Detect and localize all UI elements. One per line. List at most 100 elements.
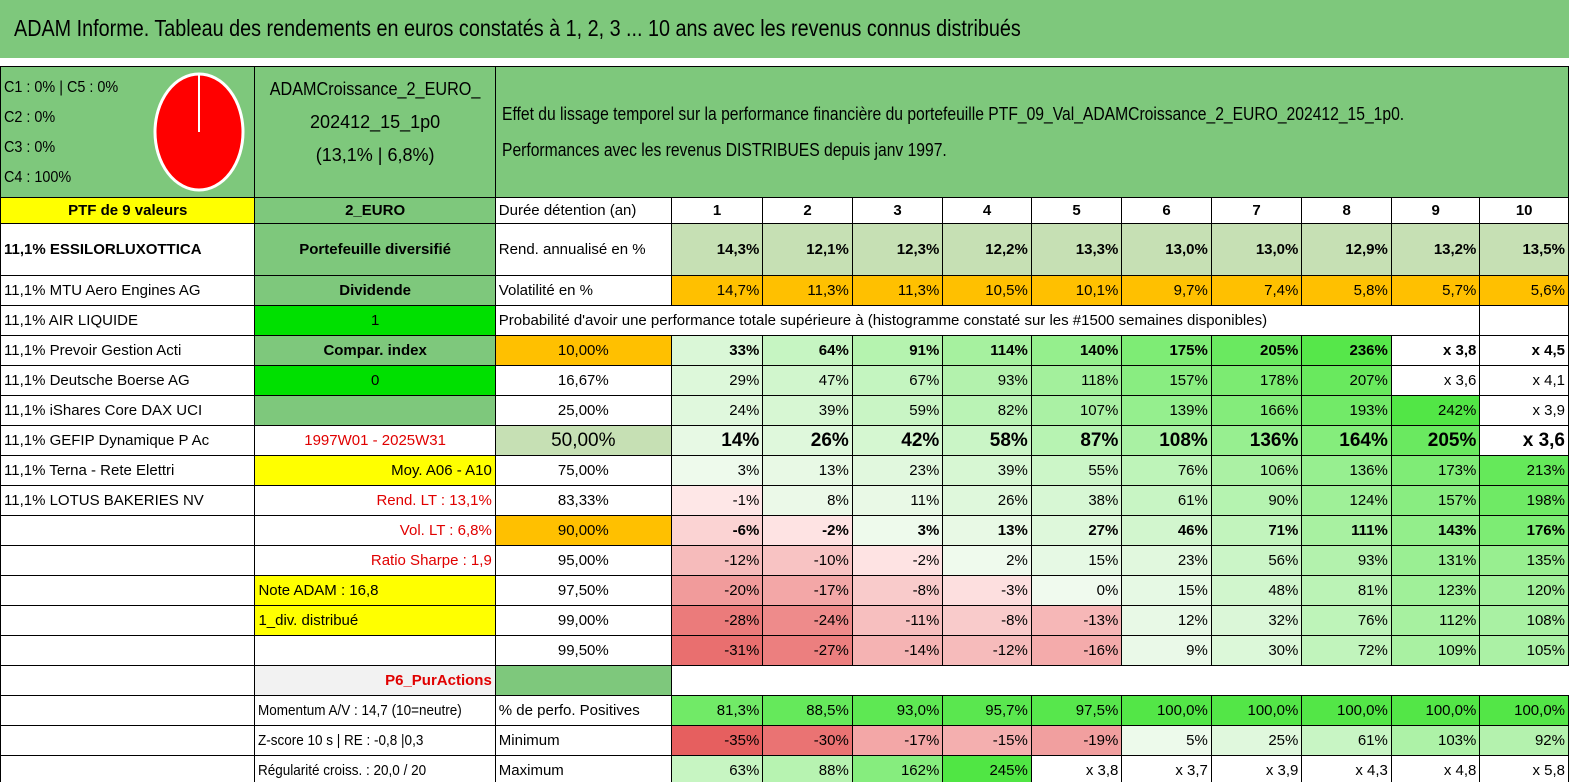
probability-value: 26%	[762, 425, 853, 456]
probability-value: 3%	[670, 455, 764, 486]
probability-threshold: 99,50%	[494, 635, 672, 666]
maximum-value: 88%	[762, 755, 853, 782]
probability-value: -6%	[670, 515, 764, 546]
holding-row-label: 11,1% Deutsche Boerse AG	[0, 365, 256, 396]
probability-value: 3%	[851, 515, 944, 546]
empty-cell	[0, 605, 256, 636]
table-row: 11,1% ESSILORLUXOTTICA Portefeuille diver…	[0, 223, 1569, 276]
empty-cell	[0, 545, 256, 576]
table-row: P6_PurActions	[0, 665, 1569, 696]
vol-value: 5,7%	[1390, 275, 1481, 306]
probability-value: 109%	[1390, 635, 1481, 666]
probability-value: 71%	[1210, 515, 1303, 546]
info-label: 0	[254, 365, 496, 396]
rend-value: 14,3%	[670, 223, 764, 276]
probability-value: 140%	[1030, 335, 1123, 366]
probability-value: x 3,6	[1390, 365, 1481, 396]
rend-value: 12,1%	[762, 223, 853, 276]
probability-value: 46%	[1121, 515, 1212, 546]
effect-line1: Effet du lissage temporel sur la perform…	[501, 104, 1404, 124]
maximum-value: 162%	[851, 755, 944, 782]
table-row: Ratio Sharpe : 1,9 95,00% -12% -10% -2% 2% 15%…	[0, 545, 1569, 576]
probability-threshold: 90,00%	[494, 515, 672, 546]
probability-value: 61%	[1121, 485, 1212, 516]
probability-value: 91%	[851, 335, 944, 366]
table-row: 11,1% iShares Core DAX UCI 25,00% 24% 39% 59…	[0, 395, 1569, 426]
empty-cell	[494, 665, 672, 696]
holding-row-label: 11,1% GEFIP Dynamique P Ac	[0, 425, 256, 456]
info-label	[254, 395, 496, 426]
maximum-label: Maximum	[494, 755, 672, 782]
rend-value: 13,0%	[1210, 223, 1303, 276]
probability-value: 120%	[1479, 575, 1569, 606]
probability-value: -8%	[851, 575, 944, 606]
info-label: Compar. index	[254, 335, 496, 366]
probability-value: 38%	[1030, 485, 1123, 516]
positives-value: 100,0%	[1390, 695, 1481, 726]
table-row: 1_div. distribué 99,00% -28% -24% -11% -8% -13…	[0, 605, 1569, 636]
probability-value: 2%	[942, 545, 1032, 576]
probability-value: 124%	[1301, 485, 1392, 516]
positives-value: 93,0%	[851, 695, 944, 726]
allocation-pie-chart	[153, 72, 245, 192]
probability-value: 48%	[1210, 575, 1303, 606]
probability-threshold: 97,50%	[494, 575, 672, 606]
empty-cell	[0, 725, 256, 756]
portfolio-name-line2: 202412_15_1p0	[310, 112, 441, 132]
info-label: Ratio Sharpe : 1,9	[254, 545, 496, 576]
probability-value: 136%	[1301, 455, 1392, 486]
positives-value: 100,0%	[1121, 695, 1212, 726]
probability-value: -3%	[942, 575, 1032, 606]
probability-threshold: 25,00%	[494, 395, 672, 426]
table-row: 11,1% Prevoir Gestion Acti Compar. index 1…	[0, 335, 1569, 366]
positives-label: % de perfo. Positives	[494, 695, 672, 726]
maximum-value: x 3,7	[1121, 755, 1212, 782]
table-row: Régularité croiss. : 20,0 / 20 Maximum 63%…	[0, 755, 1569, 782]
table-row: 11,1% GEFIP Dynamique P Ac 1997W01 - 2025…	[0, 425, 1569, 456]
probability-value: -12%	[942, 635, 1032, 666]
year-header: 2	[762, 197, 853, 224]
info-label: 1997W01 - 2025W31	[254, 425, 496, 456]
regularity-text: Régularité croiss. : 20,0 / 20	[258, 762, 427, 779]
category-label: 1	[254, 305, 496, 336]
positives-value: 100,0%	[1210, 695, 1303, 726]
year-header: 8	[1301, 197, 1392, 224]
probability-value: 164%	[1301, 425, 1392, 456]
holding-row-label: 11,1% iShares Core DAX UCI	[0, 395, 256, 426]
info-label: Note ADAM : 16,8	[254, 575, 496, 606]
empty-cell	[670, 665, 1569, 696]
probability-value: -28%	[670, 605, 764, 636]
positives-value: 88,5%	[762, 695, 853, 726]
probability-value: 175%	[1121, 335, 1212, 366]
probability-value: 42%	[851, 425, 944, 456]
probability-value: 178%	[1210, 365, 1303, 396]
vol-value: 11,3%	[851, 275, 944, 306]
probability-threshold: 99,00%	[494, 605, 672, 636]
allocation-pie-cell: C1 : 0% | C5 : 0% C2 : 0% C3 : 0% C4 : 1…	[0, 66, 256, 198]
probability-value: 39%	[762, 395, 853, 426]
zscore-text: Z-score 10 s | RE : -0,8 |0,3	[258, 732, 424, 749]
ptf-count-label: PTF de 9 valeurs	[0, 197, 256, 224]
probability-value: 23%	[1121, 545, 1212, 576]
probability-value: 205%	[1210, 335, 1303, 366]
rend-value: 13,3%	[1030, 223, 1123, 276]
positives-value: 95,7%	[942, 695, 1032, 726]
probability-value: 236%	[1301, 335, 1392, 366]
probability-value: 0%	[1030, 575, 1123, 606]
maximum-value: x 3,8	[1030, 755, 1123, 782]
probability-value: 176%	[1479, 515, 1569, 546]
vol-value: 10,5%	[942, 275, 1032, 306]
probability-value: 173%	[1390, 455, 1481, 486]
probability-value: 13%	[762, 455, 853, 486]
probability-value: -11%	[851, 605, 944, 636]
strategy-label: P6_PurActions	[254, 665, 496, 696]
year-header: 9	[1390, 197, 1481, 224]
probability-value: -20%	[670, 575, 764, 606]
probability-threshold: 10,00%	[494, 335, 672, 366]
info-label: Rend. LT : 13,1%	[254, 485, 496, 516]
probability-value: 106%	[1210, 455, 1303, 486]
title-bar: ADAM Informe. Tableau des rendements en …	[0, 0, 1569, 62]
probability-value: 33%	[670, 335, 764, 366]
maximum-value: x 4,8	[1390, 755, 1481, 782]
probability-value: 136%	[1210, 425, 1303, 456]
